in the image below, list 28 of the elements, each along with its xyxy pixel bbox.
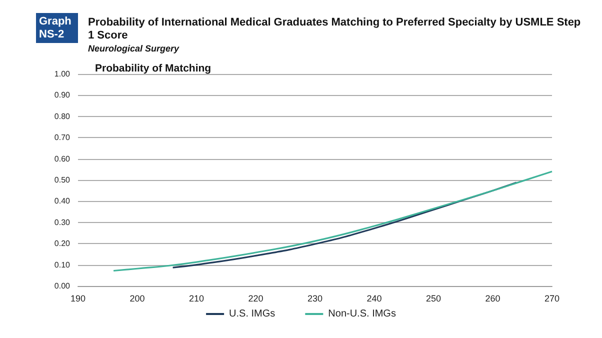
x-tick-label: 230: [307, 294, 323, 304]
text: Graph NS-2: [39, 16, 72, 40]
x-tick-label: 210: [188, 294, 204, 304]
x-tick-label: 240: [366, 294, 382, 304]
x-tick-label: 190: [70, 294, 86, 304]
line-series: [112, 170, 553, 272]
x-tick-label: 270: [544, 294, 560, 304]
y-tick-label: 0.00: [54, 282, 71, 290]
y-tick-label: 0.60: [54, 154, 71, 164]
y-tick-label: 0.30: [54, 218, 71, 227]
x-tick-label: 200: [130, 294, 145, 304]
line-series: [172, 182, 518, 268]
chart-title: Probability of International Medical Graduates Matching to Preferred Specialty by USMLE Step 1 Score: [88, 16, 584, 42]
x-tick-label: 220: [248, 294, 264, 304]
y-tick-label: 0.80: [54, 112, 71, 121]
x-tick-label: 260: [485, 294, 500, 304]
y-tick-label: 0.20: [54, 239, 71, 248]
y-tick-label: 1.00: [54, 70, 71, 78]
y-tick-label: 0.70: [54, 133, 71, 142]
y-tick-label: 0.10: [54, 260, 71, 270]
x-tick-label: 250: [426, 294, 442, 304]
chart-subtitle: Neurological Surgery: [88, 44, 180, 54]
legend-label: Non-U.S. IMGs: [328, 308, 396, 320]
y-axis-title: Probability of Matching: [95, 62, 212, 74]
y-tick-label: 0.50: [54, 176, 71, 184]
y-tick-label: 0.90: [54, 90, 71, 100]
legend-label: U.S. IMGs: [229, 308, 276, 320]
y-tick-label: 0.40: [54, 196, 71, 206]
